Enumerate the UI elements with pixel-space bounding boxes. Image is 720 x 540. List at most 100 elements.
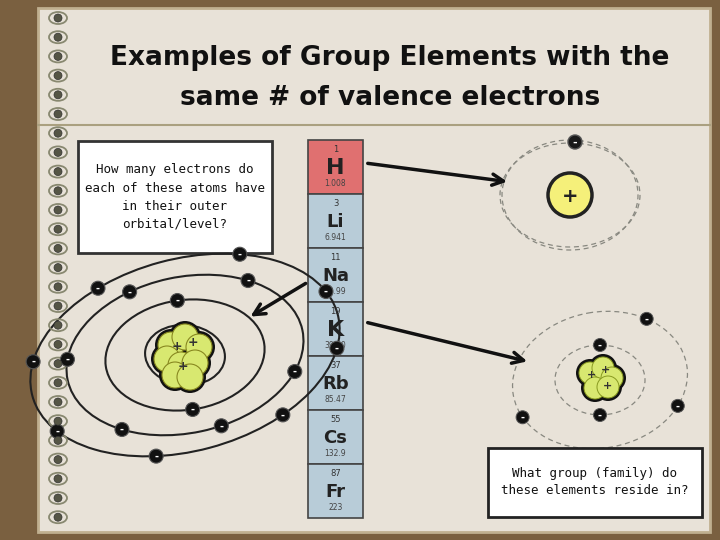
Circle shape [155, 329, 187, 361]
Text: -: - [598, 341, 602, 350]
Circle shape [548, 173, 592, 217]
Text: -: - [220, 421, 223, 431]
Text: +: + [588, 370, 597, 380]
Text: +: + [600, 365, 610, 375]
Text: Cs: Cs [323, 429, 348, 447]
Text: K: K [327, 320, 344, 340]
Circle shape [149, 449, 163, 463]
Text: -: - [598, 410, 602, 421]
Circle shape [54, 167, 62, 176]
Circle shape [593, 339, 606, 352]
Circle shape [593, 408, 606, 422]
Text: H: H [326, 158, 345, 178]
Text: Examples of Group Elements with the: Examples of Group Elements with the [110, 45, 670, 71]
Circle shape [601, 367, 623, 389]
Circle shape [54, 321, 62, 329]
Circle shape [54, 417, 62, 425]
Circle shape [122, 285, 137, 299]
Circle shape [186, 402, 199, 416]
Circle shape [516, 411, 529, 424]
Text: -: - [246, 276, 250, 286]
FancyBboxPatch shape [308, 302, 363, 356]
Circle shape [579, 362, 601, 384]
Circle shape [54, 14, 62, 22]
Text: 1.008: 1.008 [325, 179, 346, 188]
FancyBboxPatch shape [308, 410, 363, 464]
Text: -: - [176, 296, 179, 306]
FancyBboxPatch shape [308, 464, 363, 518]
Circle shape [54, 360, 62, 368]
Circle shape [54, 379, 62, 387]
Circle shape [576, 359, 604, 387]
Circle shape [54, 264, 62, 272]
Circle shape [169, 321, 201, 353]
FancyBboxPatch shape [308, 194, 363, 248]
Text: -: - [293, 367, 297, 377]
Circle shape [154, 346, 180, 372]
Circle shape [592, 357, 614, 379]
Circle shape [186, 334, 212, 360]
Circle shape [54, 187, 62, 195]
Circle shape [54, 129, 62, 137]
Circle shape [60, 353, 74, 366]
Circle shape [54, 110, 62, 118]
Text: 11: 11 [330, 253, 341, 261]
Text: -: - [31, 357, 35, 367]
Text: -: - [154, 451, 158, 462]
Circle shape [640, 312, 653, 326]
Text: -: - [644, 314, 649, 325]
Text: +: + [171, 341, 182, 354]
Text: -: - [66, 355, 69, 365]
Circle shape [165, 349, 197, 381]
Circle shape [177, 364, 203, 390]
Circle shape [54, 398, 62, 406]
Circle shape [581, 374, 609, 402]
Circle shape [54, 245, 62, 252]
Text: -: - [676, 401, 680, 411]
Circle shape [168, 352, 194, 378]
Text: Na: Na [322, 267, 349, 285]
Circle shape [162, 362, 188, 388]
Circle shape [174, 361, 206, 393]
Text: 22.99: 22.99 [325, 287, 346, 296]
Text: -: - [96, 284, 100, 294]
Circle shape [598, 364, 626, 392]
Text: 132.9: 132.9 [325, 449, 346, 458]
Circle shape [594, 373, 622, 401]
Circle shape [597, 376, 619, 398]
Text: 85.47: 85.47 [325, 395, 346, 404]
Text: 19: 19 [330, 307, 341, 315]
Text: +: + [562, 186, 578, 206]
Circle shape [54, 148, 62, 157]
Text: 1: 1 [333, 145, 338, 153]
FancyBboxPatch shape [38, 8, 710, 532]
FancyBboxPatch shape [308, 356, 363, 410]
Text: Rb: Rb [322, 375, 348, 393]
Circle shape [172, 324, 198, 350]
Circle shape [330, 341, 344, 355]
Circle shape [159, 359, 191, 391]
FancyBboxPatch shape [78, 141, 272, 253]
Circle shape [50, 424, 64, 438]
Text: same # of valence electrons: same # of valence electrons [180, 85, 600, 111]
Circle shape [54, 91, 62, 99]
Circle shape [183, 331, 215, 363]
Circle shape [115, 422, 129, 436]
Circle shape [319, 285, 333, 299]
Text: What group (family) do
these elements reside in?: What group (family) do these elements re… [501, 467, 689, 497]
Circle shape [241, 274, 255, 287]
Circle shape [179, 347, 211, 379]
Text: Fr: Fr [325, 483, 346, 501]
Circle shape [91, 281, 105, 295]
Text: -: - [572, 138, 577, 147]
Text: -: - [335, 344, 339, 354]
Text: +: + [178, 361, 189, 374]
Circle shape [54, 456, 62, 464]
FancyBboxPatch shape [308, 140, 363, 194]
Circle shape [26, 355, 40, 369]
Circle shape [276, 408, 290, 422]
Circle shape [584, 377, 606, 399]
Circle shape [288, 364, 302, 379]
Circle shape [54, 475, 62, 483]
Text: Li: Li [327, 213, 344, 231]
